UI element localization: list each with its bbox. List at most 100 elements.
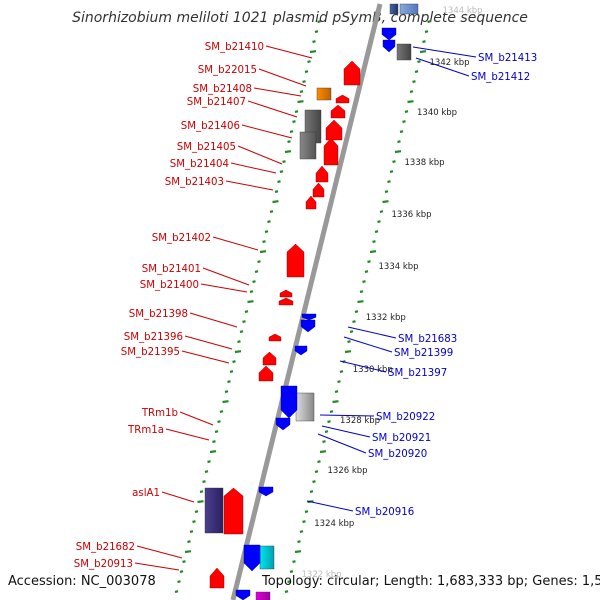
tick-dot	[354, 310, 359, 314]
tick-dot	[357, 300, 364, 304]
gene-block	[316, 87, 332, 101]
label-leader	[189, 312, 238, 328]
label-leader	[184, 335, 233, 350]
tick-dot	[279, 170, 284, 174]
gene-label-right: SM_b21399	[394, 348, 453, 359]
tick-dot	[399, 130, 404, 134]
gene-label-left: SM_b21682	[76, 542, 135, 553]
label-leader	[136, 545, 183, 559]
gene-label-left: SM_b21403	[165, 177, 224, 188]
gene-block	[389, 3, 399, 15]
tick-dot	[407, 100, 414, 104]
scale-label: 1340 kbp	[417, 108, 457, 118]
gene-label-left: SM_b21404	[170, 159, 229, 170]
tick-dot	[239, 330, 244, 334]
tick-dot	[392, 160, 396, 164]
tick-dot	[179, 570, 184, 574]
tick-dot	[312, 40, 316, 44]
label-leader	[200, 283, 248, 293]
tick-dot	[184, 550, 192, 554]
tick-dot	[424, 30, 429, 34]
tick-dot	[212, 440, 216, 444]
tick-dot	[427, 20, 431, 24]
gene-label-left: TRm1a	[127, 425, 164, 436]
tick-dot	[389, 170, 394, 174]
label-leader	[319, 414, 375, 417]
gene-label-left: SM_b21398	[129, 309, 188, 320]
gene-reverse	[275, 417, 291, 431]
tick-dot	[269, 210, 274, 214]
label-leader	[258, 68, 307, 87]
tick-dot	[232, 360, 236, 364]
tick-dot	[234, 350, 242, 354]
gene-label-left: SM_b21410	[205, 42, 264, 53]
gene-reverse	[294, 345, 308, 356]
gene-forward	[312, 182, 325, 198]
gene-block	[204, 487, 224, 534]
tick-dot	[192, 520, 196, 524]
gene-label-right: SM_b21683	[398, 334, 457, 345]
tick-dot	[252, 280, 256, 284]
label-leader	[415, 57, 470, 77]
label-leader	[339, 360, 387, 373]
gene-forward	[223, 487, 244, 535]
scale-label: 1342 kbp	[430, 58, 470, 68]
gene-reverse	[382, 39, 396, 53]
gene-forward	[335, 94, 350, 104]
tick-dot	[202, 480, 206, 484]
label-leader	[165, 428, 210, 441]
gene-label-left: SM_b21408	[193, 84, 252, 95]
tick-dot	[314, 470, 319, 474]
label-leader	[241, 124, 293, 139]
tick-dot	[224, 390, 229, 394]
tick-dot	[364, 270, 369, 274]
scale-label: 1322 kbp	[302, 570, 342, 580]
tick-dot	[417, 60, 421, 64]
gene-label-left: SM_b21402	[152, 233, 211, 244]
gene-label-right: SM_b20922	[376, 412, 435, 423]
gene-reverse	[300, 319, 316, 333]
tick-dot	[307, 60, 311, 64]
backbone	[230, 3, 383, 600]
gene-forward	[315, 165, 329, 183]
tick-dot	[297, 100, 304, 104]
gene-reverse	[280, 385, 298, 419]
tick-dot	[309, 50, 317, 54]
tick-dot	[309, 490, 314, 494]
tick-dot	[422, 40, 426, 44]
gene-label-right: SM_b20920	[368, 449, 427, 460]
tick-dot	[292, 120, 296, 124]
tick-dot	[319, 450, 327, 454]
tick-dot	[402, 120, 406, 124]
tick-dot	[362, 280, 366, 284]
scale-label: 1334 kbp	[379, 262, 419, 272]
tick-dot	[194, 510, 199, 514]
tick-dot	[304, 70, 309, 74]
gene-forward	[278, 297, 294, 306]
right-gene-labels: SM_b21413 SM_b21412 SM_b21683 SM_b21399 SM_b…	[306, 46, 537, 518]
tick-dot	[187, 540, 191, 544]
label-leader	[412, 46, 477, 58]
gene-forward	[305, 195, 317, 210]
gene-reverse	[301, 313, 317, 321]
tick-dot	[299, 90, 304, 94]
gene-label-left: SM_b21405	[177, 142, 236, 153]
scale-label: 1328 kbp	[340, 416, 380, 426]
tick-dot	[247, 300, 254, 304]
tick-dot	[177, 580, 181, 584]
tick-dot	[217, 420, 221, 424]
scale-label: 1344 kbp	[443, 6, 483, 16]
tick-dot	[374, 230, 379, 234]
tick-dot	[372, 240, 376, 244]
tick-dot	[347, 340, 351, 344]
label-leader	[212, 236, 259, 251]
gene-label-left: TRm1b	[141, 408, 178, 419]
tick-dot	[332, 400, 339, 404]
gene-forward	[258, 365, 274, 382]
tick-dot	[189, 530, 194, 534]
label-leader	[202, 267, 250, 286]
tick-dot	[359, 290, 364, 294]
tick-dot	[302, 80, 306, 84]
gene-block	[396, 43, 412, 61]
